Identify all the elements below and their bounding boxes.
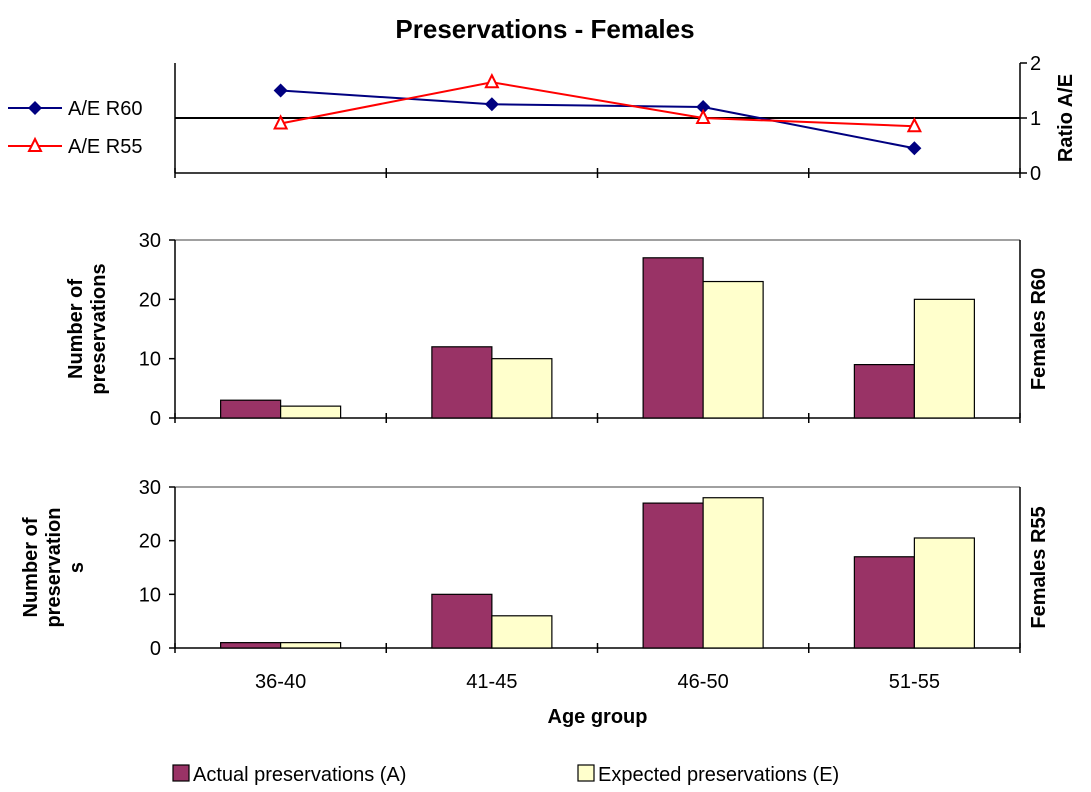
line-legend-label: A/E R60	[68, 98, 142, 120]
bar-y-axis-title-line: s	[66, 562, 88, 573]
x-category-label: 46-50	[678, 671, 729, 693]
bar-y-axis-title: Number ofpreservations	[65, 263, 110, 394]
ratio-point-r60	[273, 83, 288, 98]
bar-legend: Actual preservations (A) Expected preserv…	[172, 764, 839, 786]
bar-expected	[913, 298, 975, 419]
ratio-y-tick-label: 2	[1030, 53, 1041, 75]
ratio-point-r60	[907, 141, 922, 156]
bar-expected	[491, 615, 553, 649]
ratio-point-r60	[696, 100, 711, 114]
x-axis-title: Age group	[548, 706, 648, 728]
legend-swatch	[577, 764, 595, 782]
bar-expected	[280, 642, 342, 649]
legend-label: Actual preservations (A)	[193, 764, 406, 786]
ratio-point-r60	[484, 97, 499, 112]
line-legend-marker	[27, 136, 43, 152]
bar-actual	[220, 642, 282, 649]
ratio-point-r55	[695, 108, 711, 124]
females-r55-bar-panel: 0 10 20 30 Number ofpreservations Females R55…	[20, 477, 1050, 728]
bar-expected	[702, 497, 764, 649]
bar-y-axis-title: Number ofpreservations	[20, 507, 88, 627]
bar-panel-side-label: Females R55	[1028, 506, 1050, 628]
bar-actual	[220, 399, 282, 419]
ratio-point-r55	[484, 73, 500, 89]
ratio-point-r55	[906, 117, 922, 133]
bar-y-tick-label: 0	[150, 638, 161, 660]
bar-y-tick-label: 20	[139, 531, 161, 553]
bar-expected	[702, 280, 764, 419]
bar-y-axis-title-line: Number of	[20, 517, 42, 617]
bar-expected	[913, 537, 975, 649]
bar-panel-side-label: Females R60	[1028, 268, 1050, 390]
legend-swatch	[172, 764, 190, 782]
bar-y-tick-label: 0	[150, 408, 161, 430]
bar-expected	[280, 405, 342, 419]
bar-actual	[853, 364, 915, 419]
ratio-axis-title: Ratio A/E	[1055, 74, 1077, 162]
ratio-series-line-r60	[280, 89, 915, 150]
bar-y-axis-title-line: Number of	[65, 279, 87, 379]
ratio-series-line-r55	[280, 81, 915, 128]
bar-y-axis-title-line: preservations	[88, 263, 110, 394]
females-r60-bar-panel: 0 10 20 30 Number ofpreservations Females R60	[65, 230, 1050, 430]
bar-y-tick-label: 10	[139, 349, 161, 371]
line-legend-marker	[28, 101, 42, 115]
bar-y-tick-label: 10	[139, 584, 161, 606]
ratio-y-tick-label: 0	[1030, 163, 1041, 185]
bar-actual	[642, 502, 704, 649]
ratio-point-r55	[273, 114, 289, 130]
bar-y-tick-label: 30	[139, 477, 161, 499]
x-category-label: 51-55	[889, 671, 940, 693]
line-legend-label: A/E R55	[68, 136, 142, 158]
bar-expected	[491, 358, 553, 419]
ratio-y-tick-label: 1	[1030, 108, 1041, 130]
bar-y-axis-title-line: preservation	[43, 507, 65, 627]
legend-label: Expected preservations (E)	[598, 764, 839, 786]
ratio-line-panel: 0 1 2 Ratio A/E A/E R60 A/E R55	[8, 53, 1077, 185]
bar-actual	[431, 593, 493, 649]
bar-actual	[642, 257, 704, 419]
bar-actual	[853, 556, 915, 649]
x-category-label: 36-40	[255, 671, 306, 693]
bar-y-tick-label: 30	[139, 230, 161, 252]
chart-title: Preservations - Females	[395, 14, 694, 44]
x-category-label: 41-45	[466, 671, 517, 693]
bar-y-tick-label: 20	[139, 289, 161, 311]
bar-actual	[431, 346, 493, 419]
